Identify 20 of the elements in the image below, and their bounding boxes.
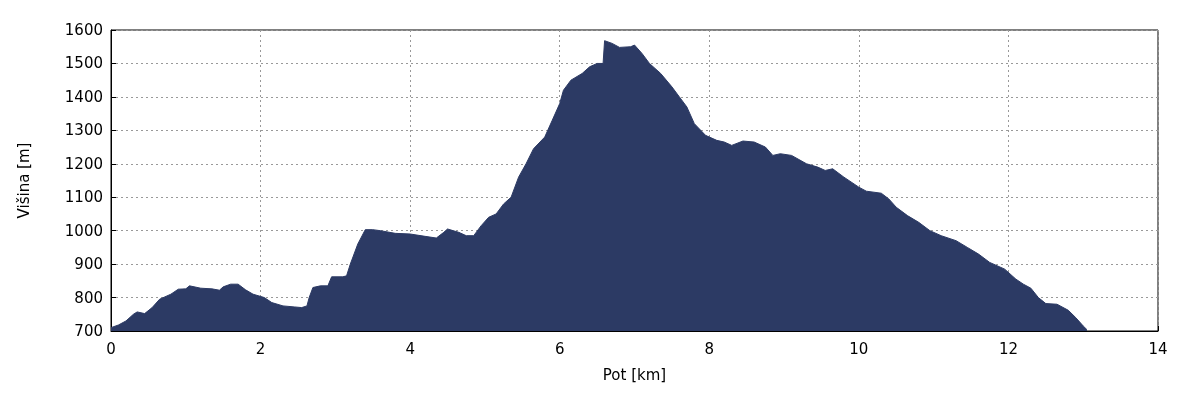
x-tick-label: 4 (405, 339, 415, 358)
y-tick-label: 900 (74, 255, 103, 274)
y-tick-label: 700 (74, 322, 103, 340)
y-tick-label: 1300 (64, 121, 103, 140)
x-tick-label: 12 (998, 339, 1018, 358)
y-tick-label: 1400 (64, 87, 103, 106)
x-axis-title: Pot [km] (602, 365, 667, 384)
x-tick-label: 10 (849, 339, 869, 358)
y-tick-label: 1100 (64, 188, 103, 207)
x-tick-label: 14 (1148, 339, 1168, 358)
y-tick-label: 1000 (64, 221, 103, 240)
y-axis-title: Višina [m] (14, 142, 33, 219)
y-tick-label: 800 (74, 288, 103, 307)
x-tick-label: 6 (554, 339, 565, 358)
y-tick-label: 1600 (64, 21, 103, 39)
x-tick-label: 8 (704, 339, 715, 358)
y-tick-label: 1500 (64, 54, 103, 73)
x-tick-label: 2 (255, 339, 266, 358)
y-tick-label: 1200 (64, 154, 103, 173)
x-tick-label: 0 (106, 339, 116, 358)
